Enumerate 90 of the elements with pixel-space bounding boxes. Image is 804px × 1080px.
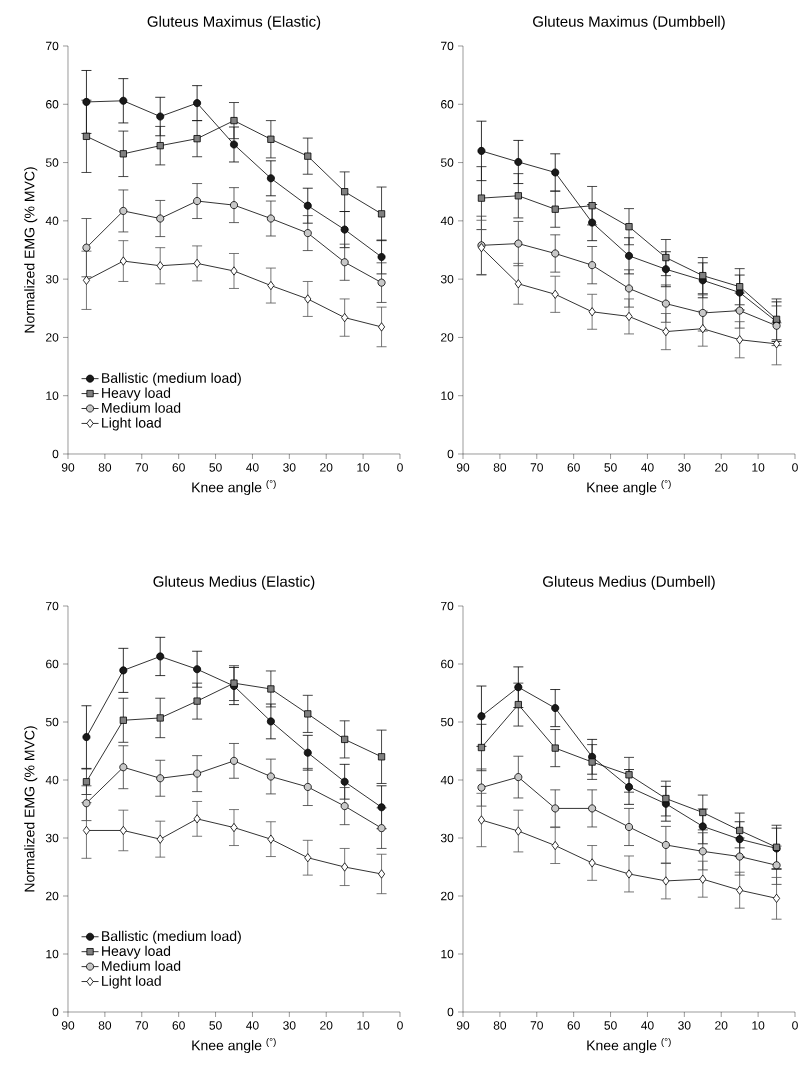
x-tick-label: 20 <box>320 463 333 472</box>
y-axis-title: Normalized EMG (% MVC) <box>24 726 38 892</box>
x-axis-title: Knee angle $^{(°)}$ <box>192 479 276 496</box>
y-tick-label: 70 <box>46 601 59 611</box>
y-tick-label: 70 <box>441 601 454 611</box>
y-tick-label: 40 <box>45 775 59 785</box>
y-tick-label: 40 <box>440 775 454 785</box>
x-tick-label: 0 <box>792 1021 798 1030</box>
y-tick-label: 40 <box>45 216 59 226</box>
legend-label: Heavy load <box>102 945 171 959</box>
x-tick-label: 90 <box>456 463 470 472</box>
x-tick-label: 30 <box>283 463 296 472</box>
x-tick-label: 0 <box>792 463 798 472</box>
y-tick-label: 70 <box>46 41 59 51</box>
x-tick-label: 10 <box>752 1021 765 1030</box>
x-tick-label: 90 <box>456 1021 470 1030</box>
x-tick-label: 60 <box>567 463 580 472</box>
y-tick-label: 20 <box>441 891 454 901</box>
x-tick-label: 80 <box>493 1021 507 1030</box>
y-tick-label: 60 <box>46 659 59 669</box>
chart-title: Gluteus Medius (Elastic) <box>153 575 315 590</box>
x-tick-label: 30 <box>283 1021 296 1030</box>
legend-label: Light load <box>102 975 161 989</box>
x-tick-label: 20 <box>715 463 728 472</box>
legend-label: Ballistic (medium load) <box>102 930 241 944</box>
y-tick-label: 70 <box>441 41 454 51</box>
x-tick-label: 0 <box>397 463 403 472</box>
x-tick-label: 80 <box>98 1021 112 1030</box>
y-tick-label: 10 <box>46 949 59 959</box>
y-tick-label: 0 <box>447 1007 454 1017</box>
y-tick-label: 30 <box>440 274 454 284</box>
x-tick-label: 60 <box>172 463 185 472</box>
x-tick-label: 10 <box>752 463 765 472</box>
chart-title: Gluteus Maximus (Elastic) <box>147 15 321 30</box>
x-tick-label: 60 <box>172 1021 185 1030</box>
x-tick-label: 30 <box>678 463 691 472</box>
x-tick-label: 80 <box>98 463 112 472</box>
x-axis-title: Knee angle $^{(°)}$ <box>587 479 671 496</box>
y-tick-label: 50 <box>440 158 454 167</box>
x-tick-label: 40 <box>641 463 654 472</box>
x-tick-label: 50 <box>209 463 222 472</box>
legend-label: Light load <box>102 417 161 431</box>
x-tick-label: 40 <box>641 1021 654 1030</box>
y-tick-label: 20 <box>46 891 59 901</box>
y-tick-label: 30 <box>45 833 59 843</box>
legend-label: Ballistic (medium load) <box>102 372 241 386</box>
x-tick-label: 10 <box>357 1021 370 1030</box>
y-tick-label: 50 <box>45 158 59 167</box>
x-tick-label: 90 <box>61 1021 75 1030</box>
x-tick-label: 70 <box>530 1021 543 1030</box>
y-tick-label: 20 <box>46 333 59 342</box>
y-tick-label: 10 <box>441 391 454 400</box>
y-axis-title: Normalized EMG (% MVC) <box>24 167 38 333</box>
x-tick-label: 40 <box>246 1021 259 1030</box>
y-tick-label: 60 <box>441 659 454 669</box>
x-axis-title: Knee angle $^{(°)}$ <box>587 1037 671 1054</box>
legend-label: Medium load <box>102 960 181 971</box>
y-tick-label: 10 <box>46 391 59 400</box>
x-tick-label: 50 <box>604 463 617 472</box>
y-tick-label: 60 <box>441 100 454 109</box>
x-tick-label: 90 <box>61 463 75 472</box>
x-tick-label: 20 <box>715 1021 728 1030</box>
x-tick-label: 10 <box>357 463 370 472</box>
y-tick-label: 50 <box>45 717 59 727</box>
y-tick-label: 60 <box>46 100 59 109</box>
chart-title: Gluteus Maximus (Dumbbell) <box>533 15 725 30</box>
x-tick-label: 70 <box>135 463 148 472</box>
y-tick-label: 0 <box>52 449 59 459</box>
x-tick-label: 30 <box>678 1021 691 1030</box>
y-tick-label: 20 <box>441 333 454 342</box>
legend-label: Medium load <box>102 402 181 413</box>
y-tick-label: 30 <box>45 274 59 284</box>
x-axis-title: Knee angle $^{(°)}$ <box>192 1037 276 1054</box>
x-tick-label: 60 <box>567 1021 580 1030</box>
x-tick-label: 70 <box>530 463 543 472</box>
x-tick-label: 50 <box>604 1021 617 1030</box>
x-tick-label: 80 <box>493 463 507 472</box>
chart-title: Gluteus Medius (Dumbell) <box>543 575 715 590</box>
y-tick-label: 50 <box>440 717 454 727</box>
x-tick-label: 50 <box>209 1021 222 1030</box>
y-tick-label: 30 <box>440 833 454 843</box>
x-tick-label: 70 <box>135 1021 148 1030</box>
y-tick-label: 40 <box>440 216 454 226</box>
x-tick-label: 40 <box>246 463 259 472</box>
y-tick-label: 0 <box>447 449 454 459</box>
x-tick-label: 0 <box>397 1021 403 1030</box>
legend-label: Heavy load <box>102 387 171 401</box>
y-tick-label: 0 <box>52 1007 59 1017</box>
y-tick-label: 10 <box>441 949 454 959</box>
x-tick-label: 20 <box>320 1021 333 1030</box>
